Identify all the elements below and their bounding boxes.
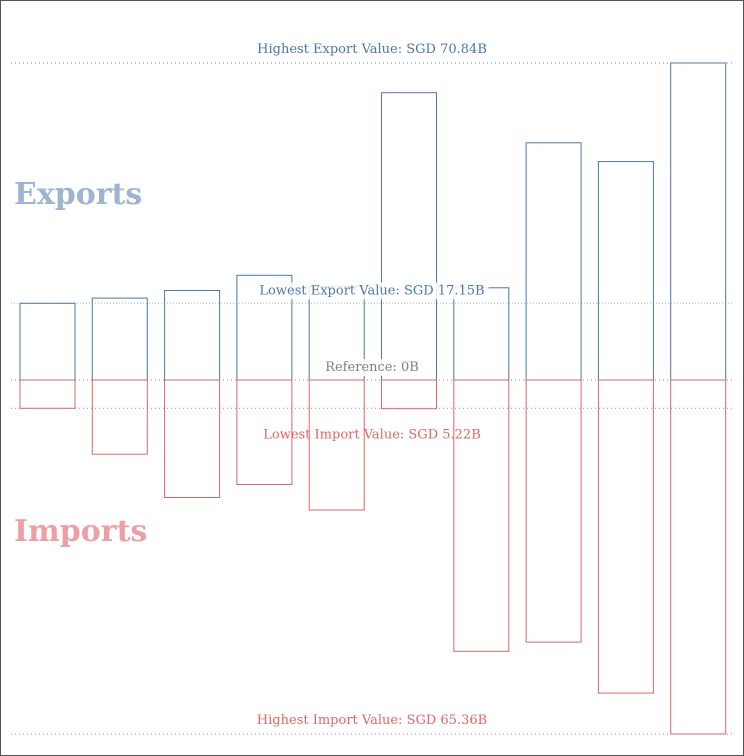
imports-bar-1 — [19, 379, 76, 409]
exports-bar-1 — [19, 302, 76, 381]
reference-label-bg-2 — [255, 282, 489, 300]
labels-layer: Highest Export Value: SGD 70.84B Lowest E… — [14, 42, 489, 728]
reference-label-5: Highest Import Value: SGD 65.36B — [257, 713, 487, 728]
imports-annotation: Imports — [14, 514, 147, 549]
exports-bar-7 — [453, 287, 510, 381]
exports-bar-6 — [381, 92, 437, 381]
imports-bar-10 — [670, 379, 727, 735]
exports-bar-2 — [91, 297, 148, 381]
exports-annotation: Exports — [14, 177, 142, 212]
exports-bar-3 — [164, 290, 221, 381]
bars-layer — [19, 62, 727, 735]
imports-bar-5 — [308, 379, 365, 511]
imports-bar-4 — [236, 379, 293, 485]
reference-label-bg-3 — [321, 359, 423, 376]
reference-label-4: Lowest Import Value: SGD 5.22B — [263, 427, 481, 442]
reference-label-2: Lowest Export Value: SGD 17.15B — [259, 283, 484, 298]
imports-bar-9 — [597, 379, 654, 694]
exports-bar-10 — [670, 62, 727, 381]
imports-bar-8 — [525, 379, 582, 643]
reference-lines-layer — [11, 62, 733, 735]
exports-bar-9 — [597, 161, 654, 381]
imports-bar-3 — [164, 379, 221, 498]
imports-bar-7 — [453, 379, 510, 652]
reference-label-3: Reference: 0B — [325, 360, 419, 375]
reference-label-1: Highest Export Value: SGD 70.84B — [257, 42, 487, 57]
imports-bar-2 — [91, 379, 148, 455]
imports-bar-6 — [381, 379, 437, 410]
exports-bar-8 — [525, 142, 582, 381]
